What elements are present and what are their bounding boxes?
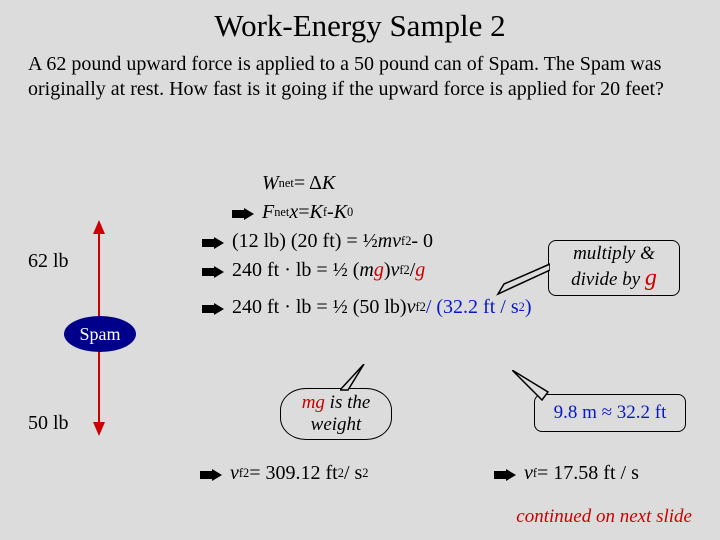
callout-pointer-approx [512, 370, 552, 402]
eq-wnet: Wnet = ΔK [232, 172, 531, 195]
eq-fnet: Fnet x = Kf - K0 [232, 201, 531, 224]
callout-pointer [492, 260, 550, 298]
arrow-icon [200, 462, 226, 485]
arrow-icon [494, 462, 520, 485]
bottom-force-label: 50 lb [28, 412, 69, 435]
spam-object: Spam [64, 316, 136, 352]
eq-12lb: (12 lb) (20 ft) = ½ m vf2 - 0 [202, 230, 531, 253]
callout-approx: 9.8 m ≈ 32.2 ft [534, 394, 686, 432]
eq-vf: vf = 17.58 ft / s [494, 462, 639, 485]
arrow-icon [202, 230, 228, 253]
footer-text: continued on next slide [516, 506, 692, 528]
top-force-label: 62 lb [28, 250, 69, 273]
eq-240b: 240 ft · lb = ½ (50 lb) vf2 / (32.2 ft /… [202, 296, 531, 319]
arrow-icon [202, 259, 228, 282]
eq-240a: 240 ft · lb = ½ (mg) vf2 / g [202, 259, 531, 282]
arrow-icon [232, 201, 258, 224]
eq-vf2: vf2 = 309.12 ft2 / s2 [200, 462, 368, 485]
callout-multiply-divide: multiply & divide by g [548, 240, 680, 296]
callout-pointer-mg [340, 364, 380, 392]
arrow-icon [202, 296, 228, 319]
equations: Wnet = ΔK Fnet x = Kf - K0 (12 lb) (20 f… [232, 172, 531, 325]
page-title: Work-Energy Sample 2 [0, 0, 720, 44]
force-diagram: 62 lb Spam 50 lb [34, 220, 184, 460]
callout-mg-weight: mg is the weight [280, 388, 392, 440]
problem-text: A 62 pound upward force is applied to a … [0, 44, 720, 102]
